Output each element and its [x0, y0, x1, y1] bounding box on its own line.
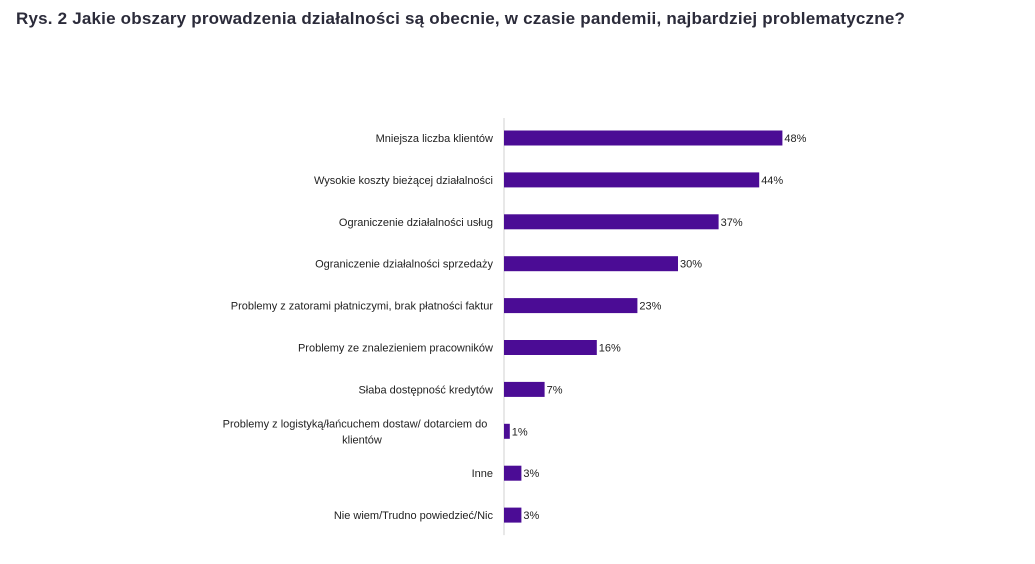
bar-5: [504, 340, 597, 355]
value-label-7: 1%: [512, 426, 528, 438]
category-label-7: Problemy z logistyką/łańcuchem dostaw/ d…: [223, 418, 488, 446]
value-label-1: 44%: [761, 175, 783, 187]
category-label-6: Słaba dostępność kredytów: [358, 384, 493, 396]
bar-9: [504, 507, 522, 523]
value-label-6: 7%: [547, 384, 563, 396]
value-label-9: 3%: [523, 510, 539, 522]
bar-3: [504, 256, 678, 272]
bar-1: [504, 172, 760, 188]
bar-2: [504, 214, 719, 230]
bar-7: [504, 423, 510, 439]
category-label-1: Wysokie koszty bieżącej działalności: [314, 175, 493, 187]
category-label-4: Problemy z zatorami płatniczymi, brak pł…: [231, 301, 494, 313]
value-label-0: 48%: [784, 133, 806, 145]
category-label-5: Problemy ze znalezieniem pracowników: [298, 343, 493, 355]
bar-8: [504, 465, 522, 481]
bar-6: [504, 381, 545, 397]
value-label-8: 3%: [523, 468, 539, 480]
category-label-8: Inne: [472, 468, 493, 480]
category-label-9: Nie wiem/Trudno powiedzieć/Nic: [334, 510, 494, 522]
chart-title: Rys. 2 Jakie obszary prowadzenia działal…: [16, 9, 906, 28]
value-label-2: 37%: [721, 217, 743, 229]
category-label-3: Ograniczenie działalności sprzedaży: [315, 259, 493, 271]
category-label-2: Ograniczenie działalności usług: [339, 217, 493, 229]
bar-0: [504, 130, 783, 146]
value-label-4: 23%: [639, 301, 661, 313]
value-label-5: 16%: [599, 343, 621, 355]
category-label-0: Mniejsza liczba klientów: [376, 133, 493, 145]
bar-4: [504, 298, 638, 314]
value-label-3: 30%: [680, 259, 702, 271]
